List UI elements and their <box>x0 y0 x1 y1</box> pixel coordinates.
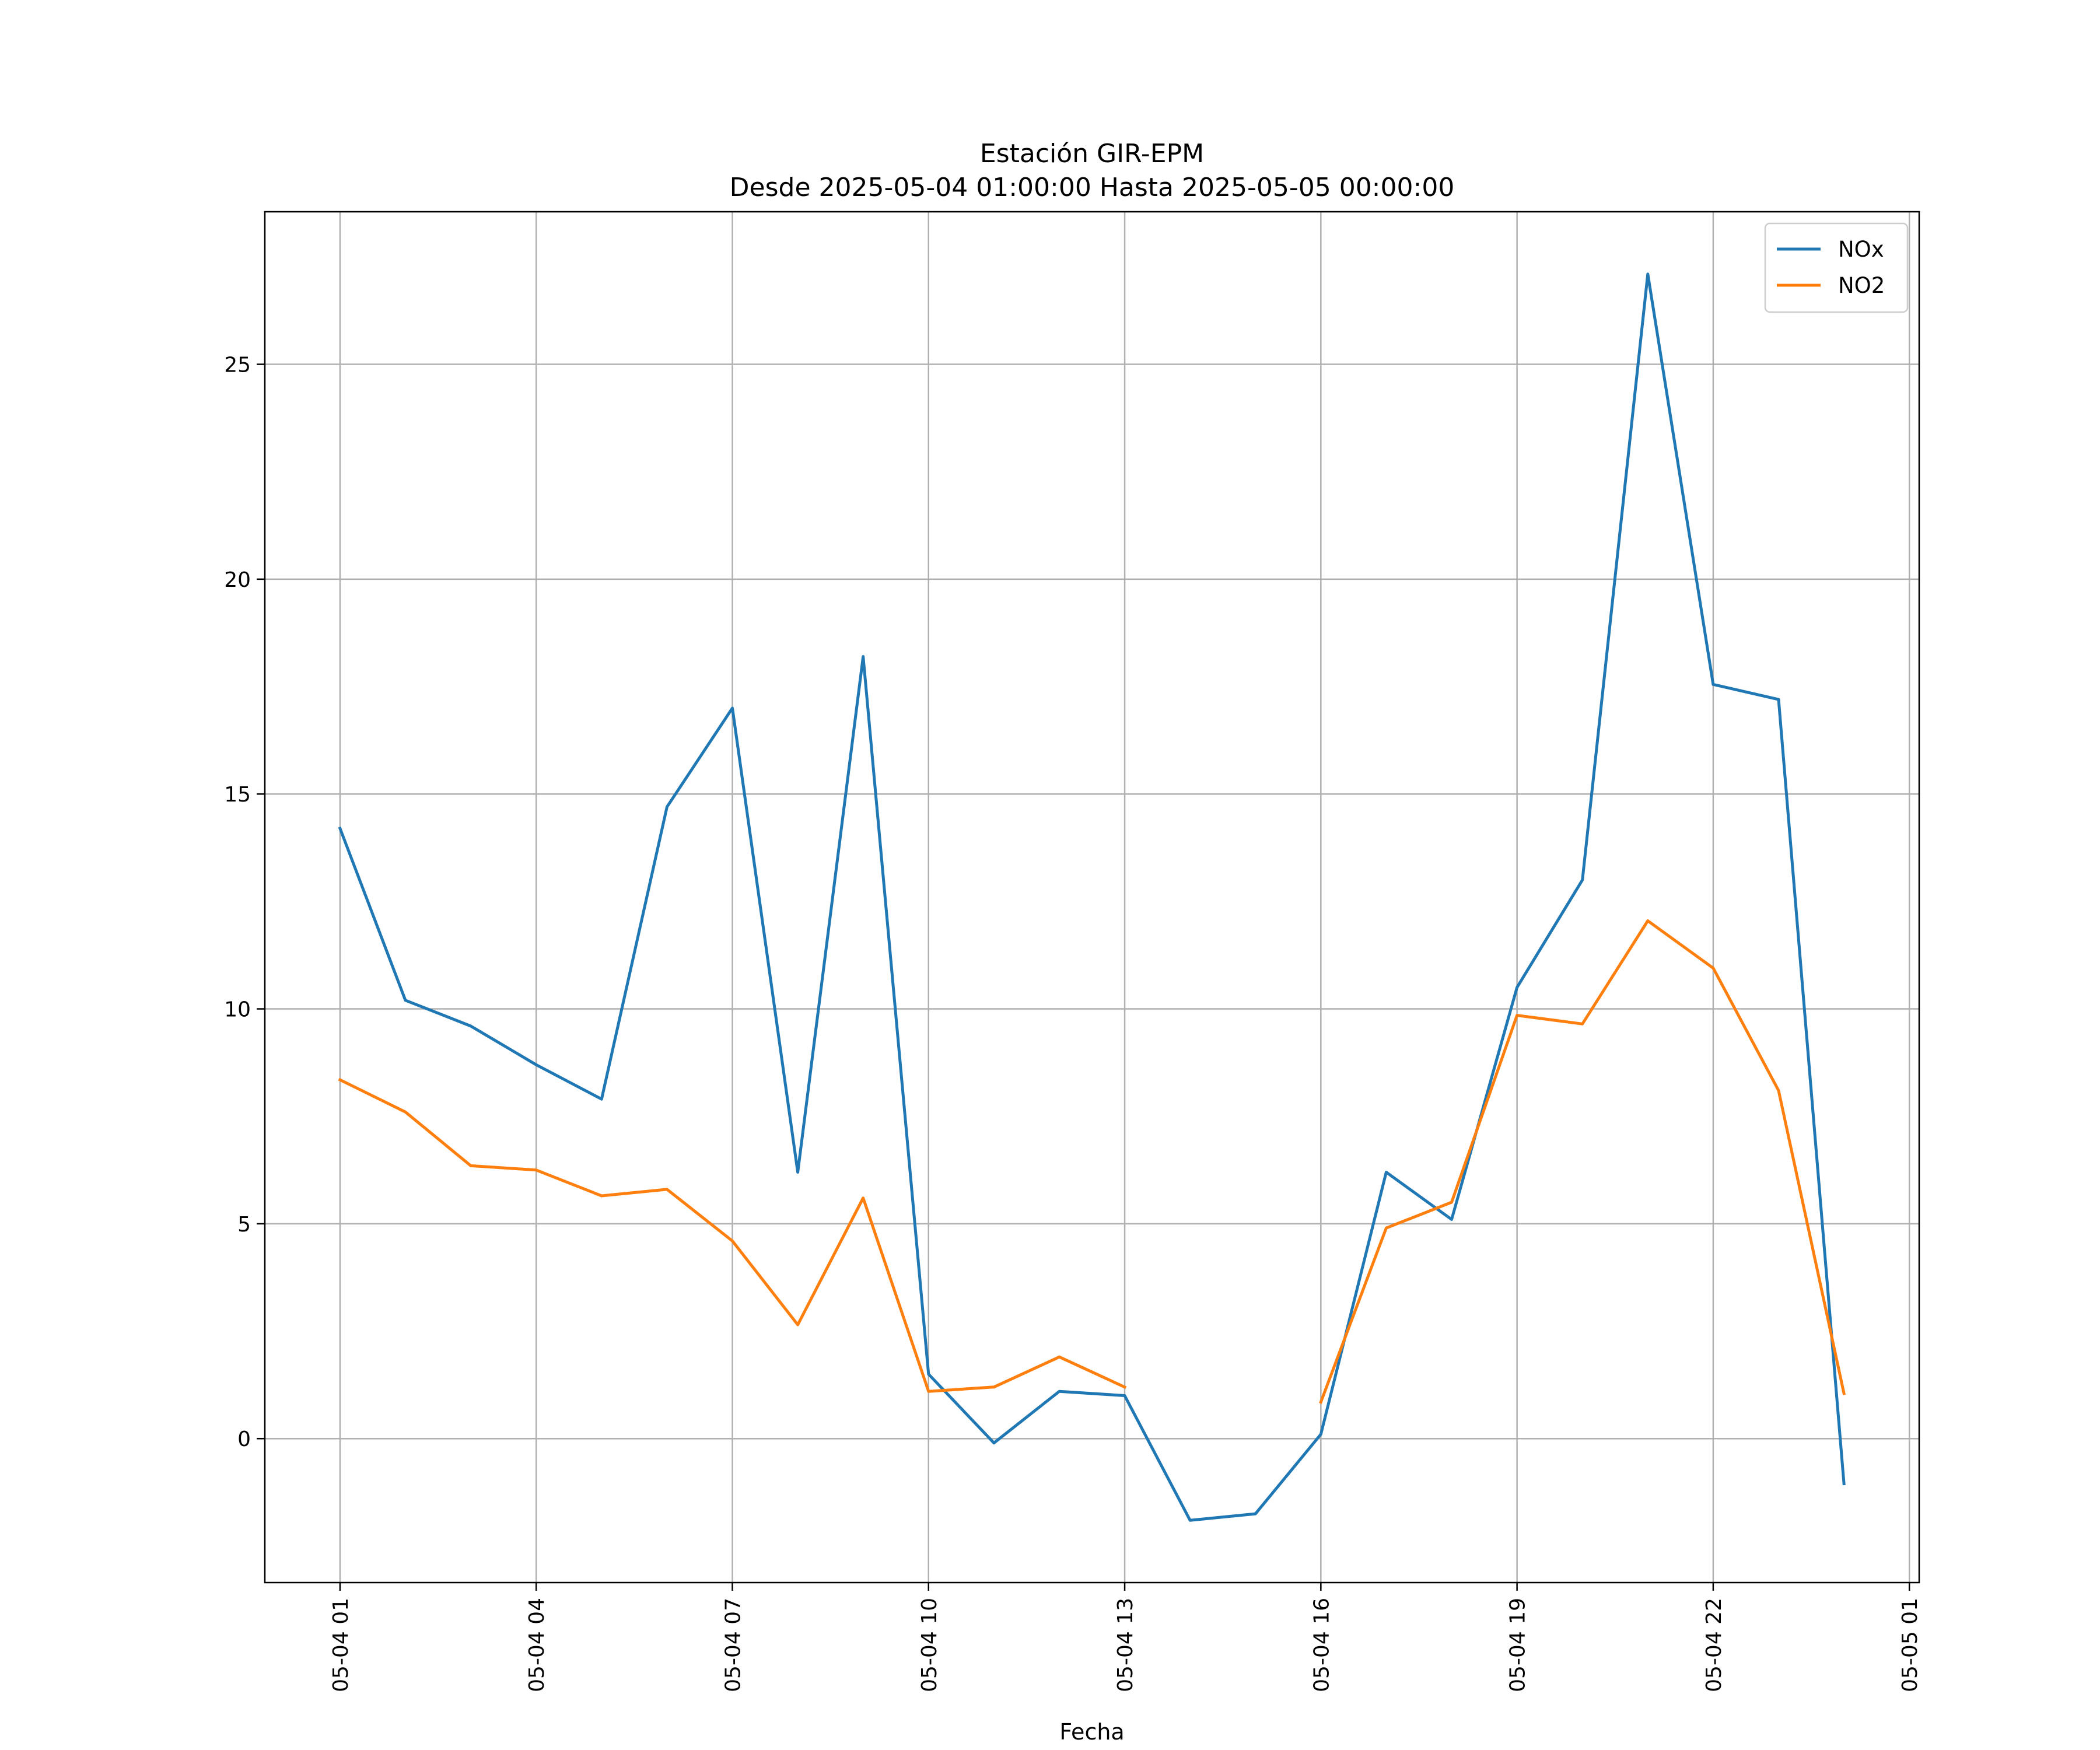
y-tick-label-5: 25 <box>224 354 251 377</box>
chart-title-line-1: Estación GIR-EPM <box>980 139 1204 169</box>
legend: NOx NO2 <box>1764 222 1909 313</box>
series-nox-line-0 <box>338 272 1846 1522</box>
x-tick-label-6: 05-04 19 <box>1506 1598 1530 1692</box>
y-tick-label-1: 5 <box>237 1213 251 1237</box>
x-tick-label-4: 05-04 13 <box>1114 1598 1138 1692</box>
legend-box <box>1764 222 1909 313</box>
x-tick-label-3: 05-04 10 <box>918 1598 942 1692</box>
series-no2-line-1 <box>1319 919 1846 1404</box>
x-tick-label-0: 05-04 01 <box>329 1598 353 1692</box>
series-lines <box>338 272 1846 1522</box>
x-tick-label-1: 05-04 04 <box>525 1598 549 1692</box>
x-axis-label: Fecha <box>1059 1719 1124 1745</box>
chart-title-line-2: Desde 2025-05-04 01:00:00 Hasta 2025-05-… <box>730 173 1455 202</box>
x-tick-label-5: 05-04 16 <box>1310 1598 1334 1692</box>
y-tick-label-3: 15 <box>224 783 251 807</box>
plot-frame <box>264 211 1920 1584</box>
legend-label-no2: NO2 <box>1838 273 1885 298</box>
legend-label-nox: NOx <box>1838 237 1884 262</box>
y-tick-label-0: 0 <box>237 1427 251 1451</box>
x-tick-label-2: 05-04 07 <box>721 1598 745 1692</box>
x-tick-label-8: 05-05 01 <box>1898 1598 1922 1692</box>
axis-ticks: 05-04 01 05-04 04 05-04 07 05-04 10 05-04 13… <box>224 354 1922 1692</box>
y-tick-label-4: 20 <box>224 568 251 592</box>
y-tick-label-2: 10 <box>224 998 251 1022</box>
x-tick-label-7: 05-04 22 <box>1702 1598 1726 1692</box>
grid-lines <box>265 212 1919 1583</box>
series-no2-line-0 <box>338 1077 1127 1393</box>
